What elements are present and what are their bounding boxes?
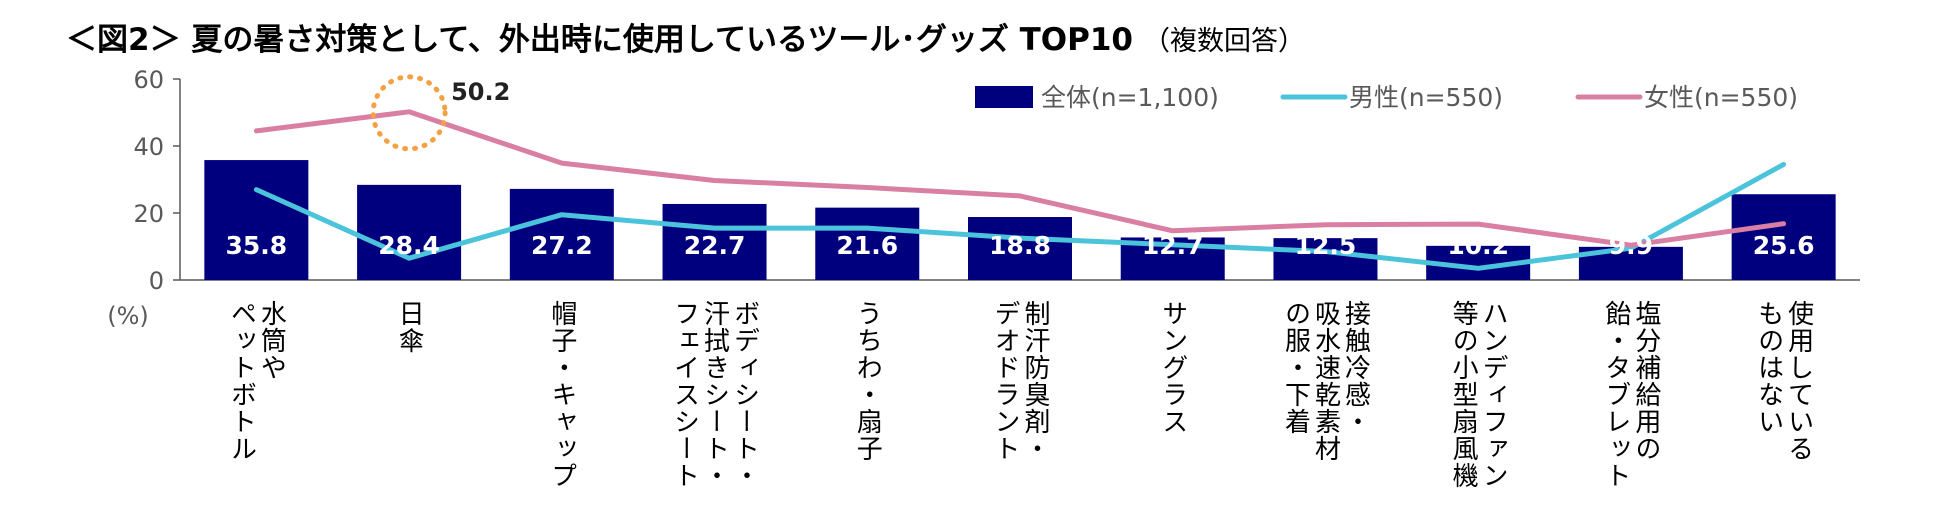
chart-title: ＜図2＞ 夏の暑さ対策として、外出時に使用しているツール･グッズ TOP10 （複… <box>66 22 1305 58</box>
bar-value-label: 22.7 <box>684 231 746 260</box>
bar-value-label: 18.8 <box>989 231 1051 260</box>
series-line <box>253 161 1787 271</box>
bar <box>662 203 767 280</box>
category-label: 日傘 <box>394 300 424 354</box>
y-tick-label: 40 <box>133 133 164 161</box>
category-label: 汗拭きシート・ <box>700 300 730 489</box>
legend-label: 男性(n=550) <box>1349 83 1503 112</box>
bar <box>204 160 309 280</box>
category-label: フェイスシート <box>670 300 700 489</box>
category-label: 水筒や <box>256 300 286 381</box>
category-label: 塩分補給用の <box>1631 300 1661 462</box>
bar <box>1731 194 1836 280</box>
bar-value-label: 27.2 <box>531 231 593 260</box>
y-tick-label: 20 <box>133 200 164 228</box>
category-label: ペットボトル <box>226 300 256 462</box>
series-line <box>253 109 1787 248</box>
bar <box>357 184 462 280</box>
bar-value-label: 35.8 <box>226 231 288 260</box>
highlight-circle <box>370 74 448 152</box>
category-label: の服・下着 <box>1280 300 1310 435</box>
legend-label: 全体(n=1,100) <box>1041 83 1219 112</box>
y-tick-label: 60 <box>133 66 164 94</box>
category-label: 制汗防臭剤・ <box>1020 300 1050 462</box>
y-tick-label: 0 <box>149 267 164 295</box>
category-label: 使用している <box>1784 300 1814 462</box>
category-label: サングラス <box>1158 300 1188 435</box>
category-label: ものはない <box>1754 300 1784 435</box>
category-label: デオドラント <box>990 300 1020 462</box>
bar-value-label: 28.4 <box>378 231 440 260</box>
bar-value-label: 10.2 <box>1447 231 1509 260</box>
bar <box>815 207 920 280</box>
bar <box>509 188 614 280</box>
bar-value-label: 21.6 <box>836 231 898 260</box>
category-label: うちわ・扇子 <box>852 300 882 462</box>
category-label: 等の小型扇風機 <box>1448 300 1478 489</box>
y-unit-label: (%) <box>107 302 149 330</box>
category-label: 吸水速乾素材 <box>1310 300 1340 462</box>
legend-label: 女性(n=550) <box>1644 83 1798 112</box>
bar-value-label: 25.6 <box>1753 231 1815 260</box>
bar-value-label: 9.9 <box>1609 231 1653 260</box>
category-label: ボディシート・ <box>730 300 760 489</box>
category-label: 接触冷感・ <box>1340 300 1370 435</box>
bar <box>1273 238 1378 280</box>
legend-swatch <box>975 86 1033 108</box>
category-label: 飴・タブレット <box>1601 300 1631 489</box>
bar <box>968 217 1072 280</box>
category-label: 帽子・キャップ <box>547 300 577 489</box>
chart-title-note: （複数回答） <box>1142 26 1305 57</box>
bar-value-label: 12.7 <box>1142 231 1204 260</box>
category-label: ハンディファン <box>1478 300 1508 489</box>
bar-value-label: 12.5 <box>1295 231 1357 260</box>
highlight-label: 50.2 <box>451 78 510 106</box>
